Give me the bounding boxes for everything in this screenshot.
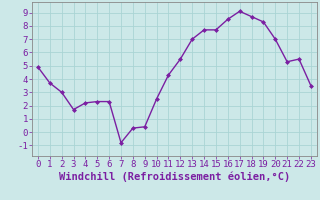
X-axis label: Windchill (Refroidissement éolien,°C): Windchill (Refroidissement éolien,°C): [59, 172, 290, 182]
